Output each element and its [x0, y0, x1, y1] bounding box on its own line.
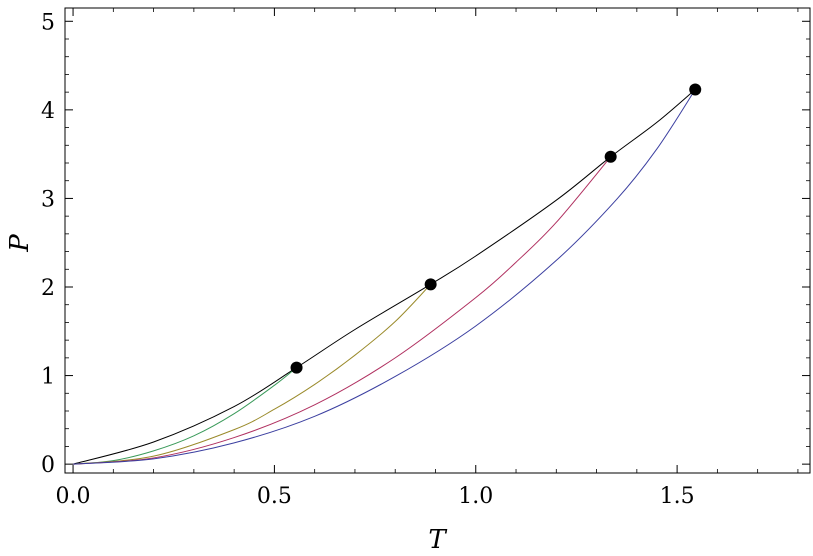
- series-line-2: [73, 283, 432, 465]
- x-axis-label: T: [428, 525, 447, 555]
- data-point: [290, 361, 303, 374]
- x-tick-label: 1.5: [660, 484, 695, 509]
- y-axis-label: P: [5, 234, 35, 253]
- series-line-0: [72, 89, 696, 465]
- data-point: [689, 83, 702, 96]
- minor-ticks: [65, 8, 810, 473]
- x-tick-label: 1.0: [458, 484, 493, 509]
- y-tick-label: 2: [41, 276, 55, 301]
- plot-frame: [64, 7, 811, 474]
- x-tick-label: 0.5: [257, 484, 292, 509]
- markers: [290, 83, 702, 374]
- y-tick-label: 4: [41, 99, 55, 124]
- x-tick-label: 0.0: [56, 484, 91, 509]
- series-line-1: [73, 367, 297, 465]
- data-point: [424, 278, 437, 291]
- y-tick-label: 5: [41, 10, 55, 35]
- series-line-3: [73, 156, 612, 465]
- y-tick-label: 1: [41, 365, 55, 390]
- series-line-4: [73, 89, 696, 465]
- series-lines: [72, 89, 696, 465]
- tick-labels: 0.0 0.5 1.0 1.5 0 1 2 3 4 5: [41, 10, 695, 509]
- data-point: [604, 150, 617, 163]
- y-tick-label: 0: [41, 453, 55, 478]
- y-tick-label: 3: [41, 187, 55, 212]
- major-ticks: [65, 8, 810, 473]
